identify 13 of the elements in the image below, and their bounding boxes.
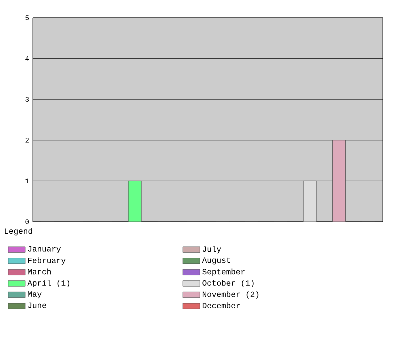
legend-label: October (1) (202, 280, 254, 288)
legend-label: June (28, 302, 46, 308)
legend-label: November (2) (202, 291, 259, 299)
legend-label: March (28, 268, 51, 275)
legend-label: May (28, 292, 42, 299)
legend-label: September (202, 268, 245, 276)
legend-label: December (202, 302, 240, 309)
legend-label: April (1) (28, 280, 70, 288)
legend-label: January (28, 246, 62, 254)
legend-title: Legend (5, 228, 32, 236)
legend-label: August (202, 258, 230, 265)
legend-label: February (28, 257, 66, 265)
legend-label: July (203, 246, 222, 254)
